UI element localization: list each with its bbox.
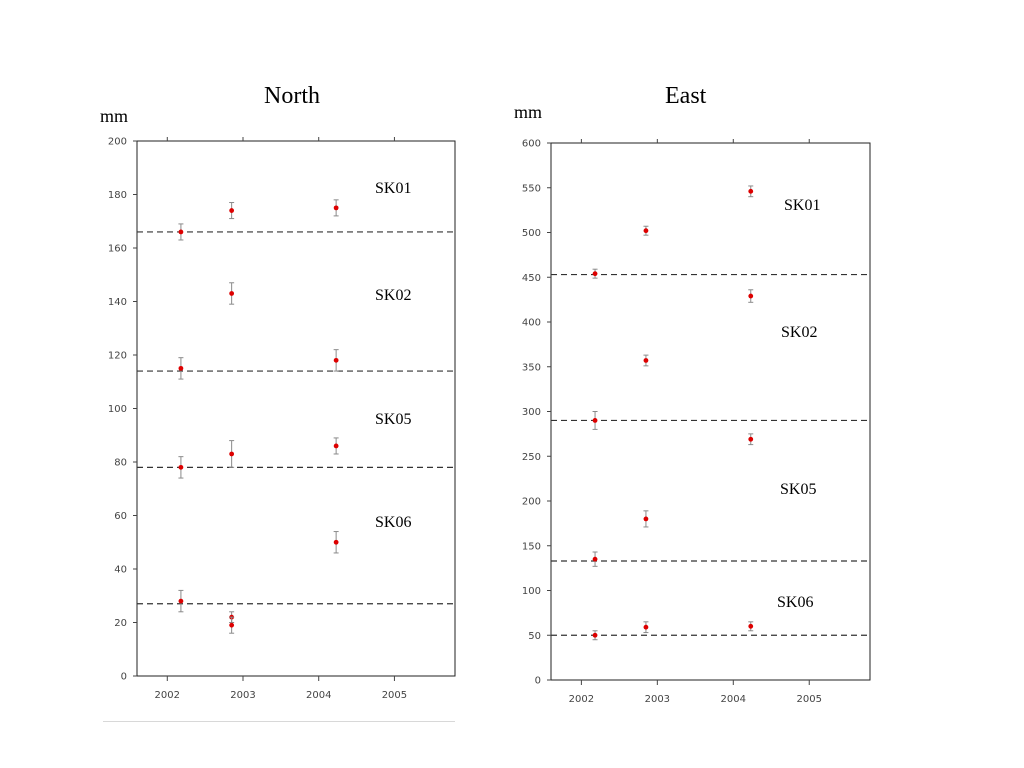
north-x-tick-label: 2004	[306, 690, 331, 701]
north-y-tick-label: 80	[114, 458, 127, 469]
east-sk01-data-point	[643, 228, 649, 234]
north-y-tick-label: 20	[114, 618, 127, 629]
north-sk02-data-point	[178, 365, 184, 371]
east-sk05-data-point	[748, 436, 754, 442]
north-chart-title: North	[264, 83, 320, 109]
east-y-unit: mm	[514, 102, 543, 122]
north-sk05-data-point	[333, 443, 339, 449]
east-sk06-label: SK06	[777, 594, 813, 611]
east-x-tick-label: 2004	[721, 694, 746, 705]
north-sk02-data-point	[333, 357, 339, 363]
north-sk05-label: SK05	[375, 411, 411, 428]
east-y-tick-label: 250	[522, 452, 541, 463]
east-y-tick-label: 150	[522, 541, 541, 552]
north-sk01-label: SK01	[375, 180, 411, 197]
north-sk06-label: SK06	[375, 514, 411, 531]
north-y-tick-label: 60	[114, 511, 127, 522]
north-y-tick-label: 120	[108, 351, 127, 362]
north-sk06-data-point	[333, 539, 339, 545]
north-sk01-data-point	[178, 229, 184, 235]
east-y-tick-label: 0	[535, 676, 541, 687]
east-y-tick-label: 100	[522, 586, 541, 597]
east-y-tick-label: 400	[522, 318, 541, 329]
north-sk01-data-point	[333, 205, 339, 211]
north-sk02-data-point	[229, 291, 235, 296]
east-sk05-data-point	[592, 556, 598, 562]
north-sk02-label: SK02	[375, 287, 411, 304]
north-x-tick-label: 2002	[155, 690, 180, 701]
east-x-tick-label: 2005	[797, 694, 822, 705]
east-sk02-data-point	[592, 418, 598, 423]
north-y-tick-label: 200	[108, 137, 127, 148]
north-y-tick-label: 0	[121, 672, 127, 683]
north-x-tick-label: 2005	[382, 690, 407, 701]
east-sk05-label: SK05	[780, 481, 816, 498]
north-y-tick-label: 160	[108, 244, 127, 255]
east-sk01-label: SK01	[784, 197, 820, 214]
east-x-tick-label: 2002	[569, 694, 594, 705]
east-y-tick-label: 300	[522, 407, 541, 418]
east-y-tick-label: 50	[528, 631, 541, 642]
east-sk06-data-point	[748, 623, 754, 629]
east-sk01-data-point	[748, 188, 754, 194]
east-y-tick-label: 450	[522, 273, 541, 284]
east-x-tick-label: 2003	[645, 694, 670, 705]
north-y-tick-label: 100	[108, 404, 127, 415]
north-sk01-data-point	[229, 208, 235, 213]
east-sk02-data-point	[643, 358, 649, 363]
east-sk05-data-point	[643, 516, 649, 522]
north-sk06-data-point	[229, 622, 235, 628]
east-sk02-label: SK02	[781, 324, 817, 341]
east-y-tick-label: 200	[522, 497, 541, 508]
east-sk01-data-point	[592, 271, 598, 277]
east-sk06-data-point	[592, 632, 598, 638]
east-y-tick-label: 500	[522, 228, 541, 239]
east-sk06-data-point	[643, 624, 649, 630]
north-y-tick-label: 180	[108, 190, 127, 201]
east-y-tick-label: 600	[522, 139, 541, 150]
north-y-tick-label: 40	[114, 565, 127, 576]
east-plot-frame	[550, 142, 871, 681]
north-x-tick-label: 2003	[230, 690, 255, 701]
east-chart-title: East	[665, 83, 707, 109]
east-sk02-data-point	[748, 293, 754, 299]
north-sk05-data-point	[178, 464, 184, 470]
east-y-tick-label: 350	[522, 362, 541, 373]
north-sk05-data-point	[229, 451, 235, 457]
bottom-divider	[103, 721, 455, 722]
north-y-tick-label: 140	[108, 297, 127, 308]
north-y-unit: mm	[100, 106, 129, 126]
east-y-tick-label: 550	[522, 183, 541, 194]
north-sk06-data-point	[178, 598, 184, 604]
